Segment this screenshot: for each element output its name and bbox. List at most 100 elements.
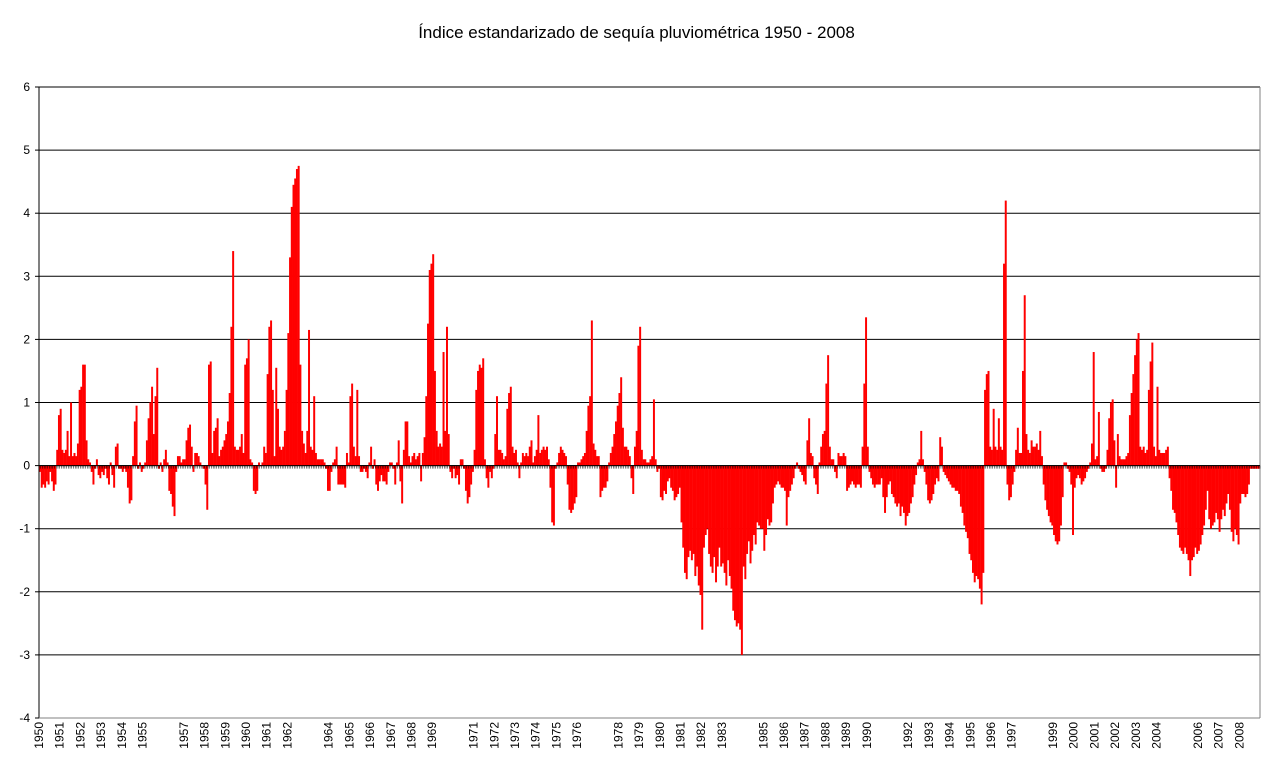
bar (342, 465, 345, 485)
bar (383, 465, 386, 482)
x-tick-label: 1987 (798, 722, 812, 749)
bar (308, 329, 311, 466)
x-tick-label: 1969 (425, 722, 439, 749)
bar (627, 449, 630, 466)
bar (913, 465, 916, 485)
y-tick-label: 3 (23, 269, 30, 283)
bar (249, 459, 252, 466)
bar (471, 465, 474, 472)
bar (1153, 446, 1156, 466)
bar (1065, 462, 1068, 466)
bar (99, 465, 102, 479)
bar (57, 415, 60, 466)
bar (358, 456, 361, 466)
bar (985, 374, 988, 466)
bar (373, 459, 376, 466)
bar (752, 465, 755, 536)
bar (82, 364, 85, 466)
bar (408, 456, 411, 466)
bar (125, 465, 128, 472)
bar (847, 465, 850, 488)
bar (144, 462, 147, 466)
bar (694, 465, 697, 577)
bar (792, 465, 795, 479)
bar (968, 465, 971, 554)
bar (327, 465, 329, 491)
bar (1206, 465, 1209, 491)
bar (1011, 465, 1014, 485)
bar (1178, 465, 1181, 548)
bar (521, 452, 524, 466)
bar (856, 465, 859, 485)
bar (1246, 465, 1249, 494)
bar (984, 389, 987, 466)
bar (61, 449, 64, 466)
bar (1059, 465, 1062, 526)
bar (701, 465, 704, 630)
bar (1080, 465, 1083, 485)
bar (1230, 465, 1233, 532)
bar (768, 465, 771, 526)
bar (404, 421, 407, 466)
bar (825, 383, 828, 466)
bar (818, 462, 821, 466)
bar (245, 358, 248, 466)
x-tick-label: 1959 (218, 722, 232, 749)
bar (844, 456, 847, 466)
bar (771, 465, 774, 504)
bar (599, 465, 602, 498)
bar (1103, 465, 1106, 472)
bar (118, 465, 121, 469)
bar (225, 434, 228, 466)
bar (283, 430, 286, 466)
bar (958, 465, 961, 494)
bar (368, 462, 371, 466)
bar (997, 418, 1000, 466)
x-tick-label: 1978 (611, 722, 625, 749)
bar (292, 184, 295, 466)
bar (568, 465, 571, 510)
bar (1251, 465, 1254, 469)
bar (785, 465, 788, 526)
bar (989, 446, 992, 466)
bar (1173, 465, 1176, 513)
bar (375, 465, 378, 485)
bar (1097, 411, 1100, 466)
bar (194, 452, 197, 466)
bar (135, 405, 138, 466)
bar (332, 462, 335, 466)
bar (711, 465, 714, 573)
bar (489, 465, 492, 472)
bar (1166, 446, 1169, 466)
bar (1192, 465, 1195, 558)
bar (713, 465, 716, 558)
bar (1030, 440, 1033, 466)
bar (849, 465, 852, 485)
bar (173, 465, 176, 517)
bar (1108, 418, 1111, 466)
bar (1227, 465, 1230, 494)
bar (577, 462, 580, 466)
bar (439, 443, 442, 466)
bar (1222, 465, 1225, 510)
bar (59, 408, 62, 466)
bar (1035, 443, 1038, 466)
bar (702, 465, 705, 548)
bar (813, 465, 816, 479)
bar (642, 459, 645, 466)
bar (182, 459, 185, 466)
bar (427, 323, 430, 466)
bar (1049, 465, 1052, 523)
y-tick-labels: 6 5 4 3 2 1 0 -1 -2 -3 -4 (19, 80, 39, 725)
bar (40, 465, 43, 488)
bar (49, 465, 52, 472)
x-tick-label: 1996 (984, 722, 998, 749)
bar (811, 456, 814, 466)
bar (501, 452, 504, 466)
bar (685, 465, 688, 580)
bar (1027, 449, 1030, 466)
bar (851, 465, 854, 482)
bar (433, 370, 436, 466)
bar (690, 465, 693, 561)
y-tick-label: -3 (19, 648, 30, 662)
